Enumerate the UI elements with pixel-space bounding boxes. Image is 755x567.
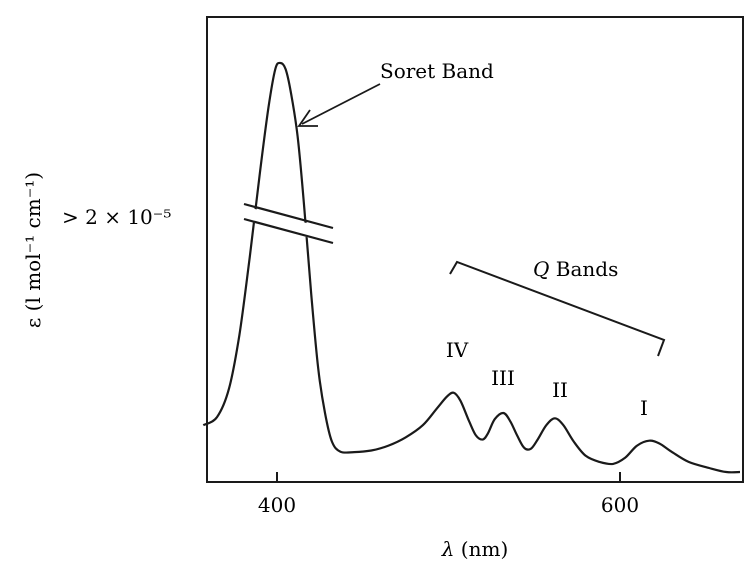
y-axis-label: ε (l mol⁻¹ cm⁻¹) [21,172,45,328]
band-label-iii: III [491,366,515,390]
soret-band-label: Soret Band [380,59,494,83]
band-label-i: I [640,396,648,420]
y-break-value-label: > 2 × 10⁻⁵ [62,205,171,229]
band-label-ii: II [552,378,568,402]
x-axis-label: λ (nm) [441,537,509,561]
x-tick-label-600: 600 [601,493,639,517]
x-tick-label-400: 400 [258,493,296,517]
plot-frame [206,16,744,483]
x-axis-ticks: 400 600 [258,472,639,517]
axis-break-marker [243,202,334,245]
band-label-iv: IV [446,338,469,362]
spectrum-series-line [202,61,741,474]
q-bands-label: Q Bands [533,257,618,281]
soret-arrow [297,83,381,127]
q-bands-bracket [449,260,666,357]
